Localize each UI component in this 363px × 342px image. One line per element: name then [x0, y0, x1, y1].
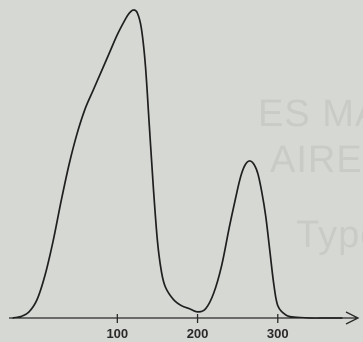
- plot-area: 100 200 300: [9, 9, 360, 341]
- x-axis-ticks: 100 200 300: [106, 314, 289, 341]
- x-tick-label-100: 100: [106, 326, 128, 341]
- bleed-through-text: ES MARBRES D AIRE DU CHA Typologie: [258, 93, 363, 256]
- bleed-text-line-1: ES MARBRES D: [258, 93, 363, 135]
- x-axis-arrowhead: [345, 311, 360, 325]
- series-line: [12, 9, 343, 319]
- x-tick-label-200: 200: [187, 326, 209, 341]
- bleed-text-line-3: Typologie: [296, 214, 363, 256]
- x-tick-label-300: 300: [267, 326, 289, 341]
- bleed-text-line-2: AIRE DU CHA: [270, 139, 363, 181]
